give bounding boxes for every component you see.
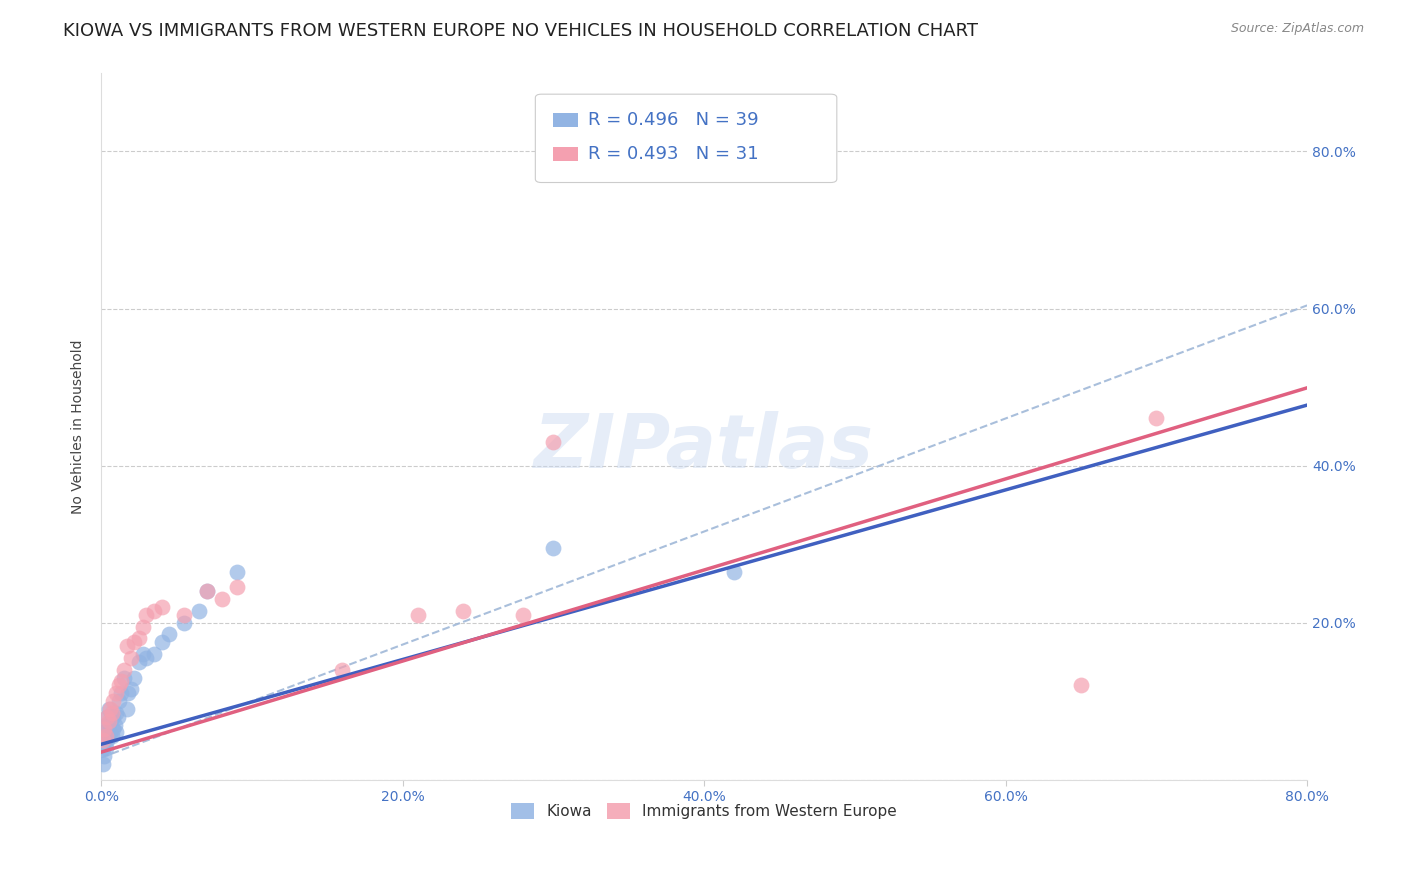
Point bbox=[110, 674, 132, 689]
Point bbox=[143, 647, 166, 661]
Point bbox=[108, 694, 131, 708]
Point bbox=[91, 756, 114, 771]
Point bbox=[94, 717, 117, 731]
Point bbox=[211, 592, 233, 607]
Point bbox=[97, 702, 120, 716]
FancyBboxPatch shape bbox=[536, 95, 837, 183]
Point bbox=[115, 639, 138, 653]
Point bbox=[94, 741, 117, 756]
Point bbox=[1144, 411, 1167, 425]
Legend: Kiowa, Immigrants from Western Europe: Kiowa, Immigrants from Western Europe bbox=[505, 797, 903, 825]
Point bbox=[543, 435, 565, 450]
Point bbox=[107, 710, 129, 724]
FancyBboxPatch shape bbox=[554, 147, 578, 161]
Point bbox=[173, 615, 195, 630]
Point bbox=[188, 604, 211, 618]
Point bbox=[112, 671, 135, 685]
Point bbox=[406, 607, 429, 622]
Point bbox=[451, 604, 474, 618]
Point bbox=[135, 651, 157, 665]
Point bbox=[120, 651, 142, 665]
Point bbox=[93, 749, 115, 764]
FancyBboxPatch shape bbox=[554, 113, 578, 128]
Point bbox=[96, 710, 118, 724]
Point bbox=[97, 730, 120, 744]
Point bbox=[96, 733, 118, 747]
Point bbox=[132, 647, 155, 661]
Point bbox=[157, 627, 180, 641]
Point bbox=[100, 730, 122, 744]
Point bbox=[108, 678, 131, 692]
Point bbox=[97, 714, 120, 728]
Text: KIOWA VS IMMIGRANTS FROM WESTERN EUROPE NO VEHICLES IN HOUSEHOLD CORRELATION CHA: KIOWA VS IMMIGRANTS FROM WESTERN EUROPE … bbox=[63, 22, 979, 40]
Point bbox=[195, 584, 218, 599]
Point bbox=[98, 702, 121, 716]
Point bbox=[91, 741, 114, 756]
Point bbox=[1070, 678, 1092, 692]
Text: R = 0.496   N = 39: R = 0.496 N = 39 bbox=[588, 112, 759, 129]
Point bbox=[225, 580, 247, 594]
Point bbox=[512, 607, 534, 622]
Point bbox=[105, 725, 128, 739]
Point bbox=[117, 686, 139, 700]
Point bbox=[91, 733, 114, 747]
Point bbox=[150, 599, 173, 614]
Point bbox=[135, 607, 157, 622]
Point bbox=[124, 671, 146, 685]
Point bbox=[173, 607, 195, 622]
Point bbox=[128, 632, 150, 646]
Point bbox=[143, 604, 166, 618]
Point bbox=[543, 541, 565, 555]
Point bbox=[105, 686, 128, 700]
Point bbox=[104, 717, 127, 731]
Point bbox=[105, 706, 128, 720]
Text: R = 0.493   N = 31: R = 0.493 N = 31 bbox=[588, 145, 759, 163]
Point bbox=[96, 710, 118, 724]
Point bbox=[100, 710, 122, 724]
Text: ZIPatlas: ZIPatlas bbox=[534, 411, 875, 484]
Point bbox=[103, 694, 125, 708]
Point bbox=[93, 722, 115, 736]
Point bbox=[124, 635, 146, 649]
Point bbox=[195, 584, 218, 599]
Point bbox=[110, 686, 132, 700]
Point bbox=[112, 663, 135, 677]
Point bbox=[97, 717, 120, 731]
Point bbox=[150, 635, 173, 649]
Point bbox=[94, 730, 117, 744]
Point bbox=[103, 722, 125, 736]
Point bbox=[120, 682, 142, 697]
Point bbox=[723, 565, 745, 579]
Point bbox=[225, 565, 247, 579]
Point bbox=[132, 619, 155, 633]
Point bbox=[103, 710, 125, 724]
Y-axis label: No Vehicles in Household: No Vehicles in Household bbox=[72, 339, 86, 514]
Point bbox=[332, 663, 354, 677]
Point bbox=[115, 702, 138, 716]
Point bbox=[98, 725, 121, 739]
Point bbox=[100, 706, 122, 720]
Point bbox=[128, 655, 150, 669]
Point bbox=[93, 725, 115, 739]
Text: Source: ZipAtlas.com: Source: ZipAtlas.com bbox=[1230, 22, 1364, 36]
